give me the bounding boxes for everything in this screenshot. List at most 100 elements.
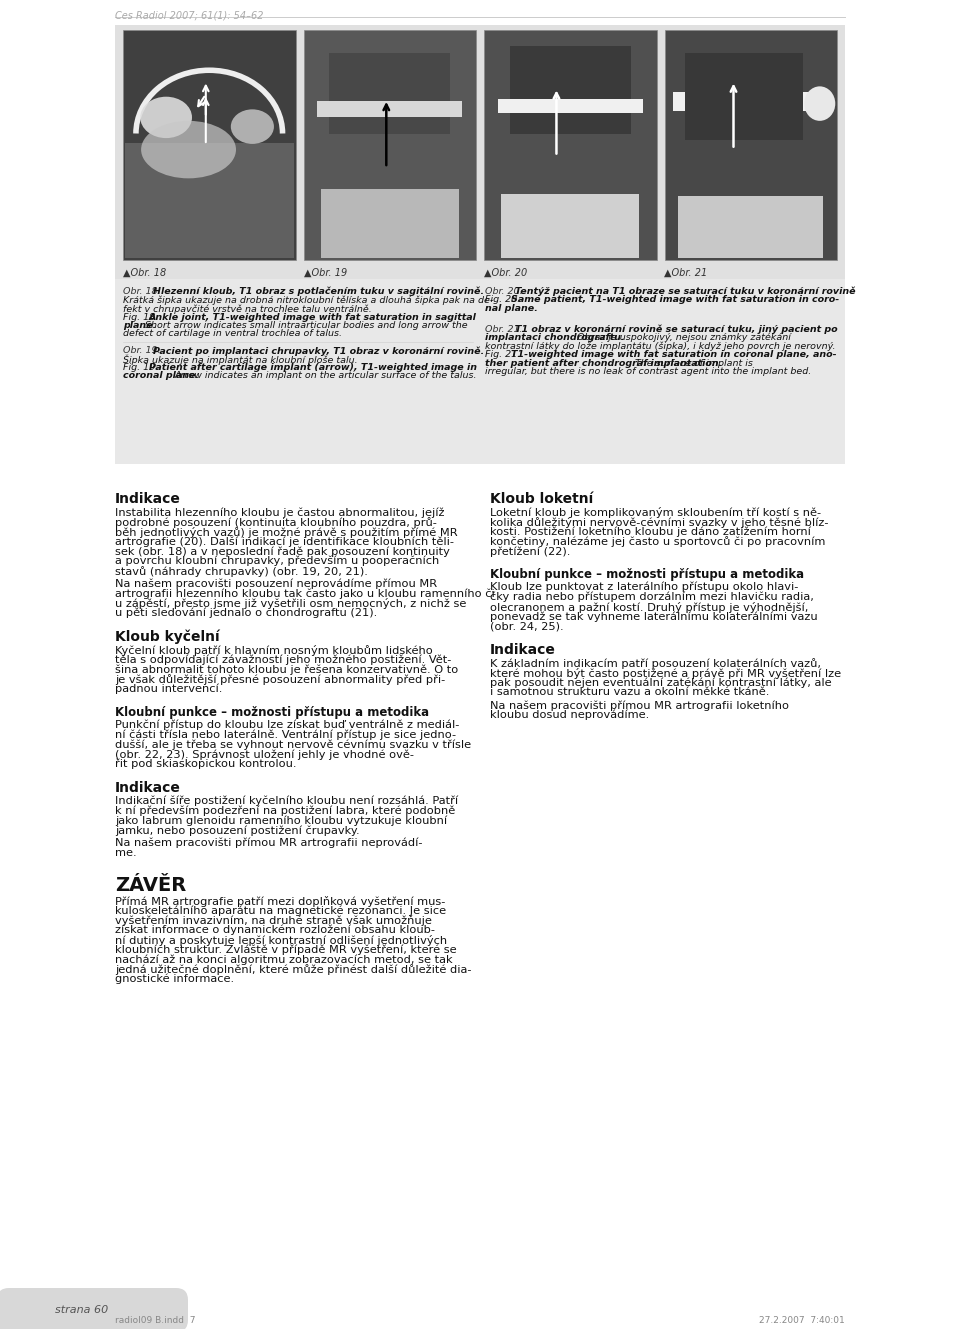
Text: Fig. 20.: Fig. 20. — [485, 295, 523, 304]
Text: Obr. 18.: Obr. 18. — [123, 287, 163, 296]
Bar — [303, 31, 476, 260]
FancyBboxPatch shape — [0, 1288, 188, 1329]
Text: gnostické informace.: gnostické informace. — [115, 974, 234, 985]
Text: Indikace: Indikace — [115, 781, 180, 795]
Text: Krátká šipka ukazuje na drobná nitrokloubní tělíska a dlouhá šipka pak na de-: Krátká šipka ukazuje na drobná nitroklou… — [123, 295, 493, 304]
Text: u zápěstí, přesto jsme již vyšetřili osm nemocných, z nichž se: u zápěstí, přesto jsme již vyšetřili osm… — [115, 598, 467, 609]
Text: k ní především podezření na postižení labra, které podobně: k ní především podezření na postižení la… — [115, 805, 455, 816]
Text: irregular, but there is no leak of contrast agent into the implant bed.: irregular, but there is no leak of contr… — [485, 367, 811, 376]
Text: Na našem pracovišti posouzení neprovádíme přímou MR: Na našem pracovišti posouzení neprovádím… — [115, 578, 437, 589]
Bar — [484, 31, 657, 260]
Text: těla s odpovídající závažností jeho možného postižení. Vět-: těla s odpovídající závažností jeho možn… — [115, 655, 451, 664]
Text: sek (obr. 18) a v neposlední řadě pak posouzení kontinuity: sek (obr. 18) a v neposlední řadě pak po… — [115, 546, 450, 557]
Text: Hlezenní kloub, T1 obraz s potlačením tuku v sagitální rovině.: Hlezenní kloub, T1 obraz s potlačením tu… — [153, 287, 484, 296]
Text: Šipka ukazuje na implantát na kloubní ploše talu.: Šipka ukazuje na implantát na kloubní pl… — [123, 355, 358, 365]
Text: (obr. 22, 23). Správnost uložení jehly je vhodné ově-: (obr. 22, 23). Správnost uložení jehly j… — [115, 750, 414, 760]
Text: ní části třísla nebo laterálně. Ventrální přístup je sice jedno-: ní části třísla nebo laterálně. Ventráln… — [115, 730, 456, 740]
Text: Ankle joint, T1-weighted image with fat saturation in sagittal: Ankle joint, T1-weighted image with fat … — [149, 312, 477, 322]
Text: vyšetřením invazivním, na druhé straně však umožňuje: vyšetřením invazivním, na druhé straně v… — [115, 916, 432, 926]
Text: Kloub lze punktovat z laterálního přístupu okolo hlavi-: Kloub lze punktovat z laterálního přístu… — [490, 582, 799, 593]
Text: i samotnou strukturu vazu a okolní měkké tkáně.: i samotnou strukturu vazu a okolní měkké… — [490, 687, 769, 698]
Bar — [318, 101, 462, 117]
Text: kontrastní látky do lože implantátu (šipka), i když jeho povrch je nerovný.: kontrastní látky do lože implantátu (šip… — [485, 342, 835, 351]
Text: podrobné posouzení (kontinuita kloubního pouzdra, prů-: podrobné posouzení (kontinuita kloubního… — [115, 517, 437, 528]
Text: Kyčelní kloub patří k hlavním nosným kloubům lidského: Kyčelní kloub patří k hlavním nosným klo… — [115, 645, 433, 655]
Text: čky radia nebo přístupem dorzálním mezi hlavičku radia,: čky radia nebo přístupem dorzálním mezi … — [490, 591, 814, 602]
Text: ▲Obr. 20: ▲Obr. 20 — [484, 268, 527, 278]
Bar — [501, 194, 639, 258]
Text: pak posoudit nejen eventuální zatékání kontrastní látky, ale: pak posoudit nejen eventuální zatékání k… — [490, 678, 831, 688]
Text: šina abnormalit tohoto kloubu je řešena konzervativně. O to: šina abnormalit tohoto kloubu je řešena … — [115, 664, 458, 675]
Text: končetiny, nalézáme jej často u sportovců či po pracovním: končetiny, nalézáme jej často u sportovc… — [490, 537, 826, 548]
Text: Fig. 21.: Fig. 21. — [485, 350, 523, 359]
Text: Na našem pracovišti přímou MR artrografii neprovádí-: Na našem pracovišti přímou MR artrografi… — [115, 839, 422, 848]
Text: a povrchu kloubní chrupavky, především u pooperačních: a povrchu kloubní chrupavky, především u… — [115, 556, 440, 566]
Text: ▲Obr. 18: ▲Obr. 18 — [123, 268, 166, 278]
Text: T1 obraz v koronární rovině se saturací tuku, jiný pacient po: T1 obraz v koronární rovině se saturací … — [515, 324, 838, 334]
Text: Fig. 19.: Fig. 19. — [123, 363, 161, 372]
Text: (obr. 24, 25).: (obr. 24, 25). — [490, 621, 564, 631]
Text: implantaci chondrograftu.: implantaci chondrograftu. — [485, 334, 628, 342]
Bar — [679, 195, 823, 258]
Text: nal plane.: nal plane. — [485, 304, 538, 314]
Text: přetížení (22).: přetížení (22). — [490, 546, 570, 557]
Text: ther patient after chondrograf implantation.: ther patient after chondrograf implantat… — [485, 359, 726, 368]
Text: kosti. Postižení loketního kloubu je dáno zatížením horní: kosti. Postižení loketního kloubu je dán… — [490, 526, 811, 537]
Text: Same patient, T1-weighted image with fat saturation in coro-: Same patient, T1-weighted image with fat… — [511, 295, 839, 304]
Text: T1-weighted image with fat saturation in coronal plane, ano-: T1-weighted image with fat saturation in… — [511, 350, 836, 359]
Text: Kloubní punkce – možnosti přístupu a metodika: Kloubní punkce – možnosti přístupu a met… — [115, 706, 429, 719]
Text: 27.2.2007  7:40:01: 27.2.2007 7:40:01 — [759, 1316, 845, 1325]
Text: ▲Obr. 19: ▲Obr. 19 — [303, 268, 347, 278]
Text: kloubních struktur. Zvláště v případě MR vyšetření, které se: kloubních struktur. Zvláště v případě MR… — [115, 945, 457, 956]
Text: Tentýž pacient na T1 obraze se saturací tuku v koronární rovině: Tentýž pacient na T1 obraze se saturací … — [515, 287, 855, 296]
Bar — [115, 279, 845, 464]
Text: řit pod skiaskopickou kontrolou.: řit pod skiaskopickou kontrolou. — [115, 759, 297, 769]
Text: Obraz je uspokojivý, nejsou známky zatékání: Obraz je uspokojivý, nejsou známky zaték… — [577, 334, 791, 343]
Ellipse shape — [804, 86, 835, 121]
Text: kloubu dosud neprovádíme.: kloubu dosud neprovádíme. — [490, 710, 649, 720]
Bar — [321, 189, 459, 258]
Text: artrografii hlezenního kloubu tak často jako u kloubu ramenního či: artrografii hlezenního kloubu tak často … — [115, 589, 494, 599]
Text: dušší, ale je třeba se vyhnout nervově cévnímu svazku v třísle: dušší, ale je třeba se vyhnout nervově c… — [115, 739, 471, 750]
Text: Arrow indicates an implant on the articular surface of the talus.: Arrow indicates an implant on the articu… — [175, 372, 477, 380]
Text: K základním indikacím patří posouzení kolaterálních vazů,: K základním indikacím patří posouzení ko… — [490, 658, 821, 668]
Text: coronal plane.: coronal plane. — [123, 372, 203, 380]
Text: jedná užitečné doplnění, které může přinést další důležité dia-: jedná užitečné doplnění, které může přin… — [115, 965, 471, 975]
Text: olecranonem a pažní kostí. Druhý přístup je výhodnější,: olecranonem a pažní kostí. Druhý přístup… — [490, 602, 808, 613]
Text: kuloskeletálního aparátu na magnetické rezonanci. Je sice: kuloskeletálního aparátu na magnetické r… — [115, 905, 446, 916]
Text: u pěti sledování jednalo o chondrograftu (21).: u pěti sledování jednalo o chondrograftu… — [115, 607, 377, 618]
Text: Punkční přístup do kloubu lze získat buď ventrálně z mediál-: Punkční přístup do kloubu lze získat buď… — [115, 720, 460, 731]
Text: stavů (náhrady chrupavky) (obr. 19, 20, 21).: stavů (náhrady chrupavky) (obr. 19, 20, … — [115, 566, 368, 577]
Text: defect of cartilage in ventral trochlea of talus.: defect of cartilage in ventral trochlea … — [123, 330, 342, 339]
Bar — [329, 53, 450, 133]
Text: ▲Obr. 21: ▲Obr. 21 — [664, 268, 708, 278]
Text: Instabilita hlezenního kloubu je častou abnormalitou, jejíž: Instabilita hlezenního kloubu je častou … — [115, 506, 444, 517]
Text: artrografie (20). Další indikací je identifikace kloubních těli-: artrografie (20). Další indikací je iden… — [115, 537, 454, 548]
Text: nachází až na konci algoritmu zobrazovacích metod, se tak: nachází až na konci algoritmu zobrazovac… — [115, 954, 452, 965]
Text: Ces Radiol 2007; 61(1): 54–62: Ces Radiol 2007; 61(1): 54–62 — [115, 11, 263, 21]
Text: plane.: plane. — [123, 322, 159, 330]
Text: kolika důležitými nervově-cévními svazky v jeho těsné blíz-: kolika důležitými nervově-cévními svazky… — [490, 517, 828, 528]
Text: běh jednotlivých vazů) je možné právě s použitím přímé MR: běh jednotlivých vazů) je možné právě s … — [115, 526, 458, 538]
Bar — [115, 25, 845, 280]
Text: jamku, nebo posouzení postižení črupavky.: jamku, nebo posouzení postižení črupavky… — [115, 825, 360, 836]
Text: padnou intervencí.: padnou intervencí. — [115, 684, 223, 695]
Bar — [123, 31, 296, 260]
Text: Kloub kyčelní: Kloub kyčelní — [115, 630, 220, 645]
Text: Indikace: Indikace — [490, 643, 556, 657]
Text: jako labrum glenoidu ramenního kloubu vytzukuje kloubní: jako labrum glenoidu ramenního kloubu vy… — [115, 816, 447, 825]
Text: Obr. 20.: Obr. 20. — [485, 287, 525, 296]
Ellipse shape — [140, 97, 192, 138]
Text: Obr. 19.: Obr. 19. — [123, 346, 163, 355]
Text: ponevadž se tak vyhneme laterálnímu kolaterálními vazu: ponevadž se tak vyhneme laterálnímu kola… — [490, 611, 818, 622]
Text: strana 60: strana 60 — [55, 1305, 108, 1314]
Text: fekt v chrupavčité vrstvě na trochlee talu ventrálně.: fekt v chrupavčité vrstvě na trochlee ta… — [123, 304, 372, 314]
Bar — [125, 144, 294, 258]
Text: Indikační šíře postižení kyčelního kloubu není rozsáhlá. Patří: Indikační šíře postižení kyčelního kloub… — [115, 796, 458, 807]
Text: me.: me. — [115, 848, 136, 857]
Text: které mohou být často postižené a právě při MR vyšetření lze: které mohou být často postižené a právě … — [490, 667, 841, 679]
Text: Pacient po implantaci chrupavky, T1 obraz v koronární rovině.: Pacient po implantaci chrupavky, T1 obra… — [153, 346, 484, 355]
Text: Loketní kloub je komplikovaným skloubením tří kostí s ně-: Loketní kloub je komplikovaným skloubení… — [490, 506, 821, 518]
Bar — [498, 98, 642, 113]
Text: Indikace: Indikace — [115, 492, 180, 506]
